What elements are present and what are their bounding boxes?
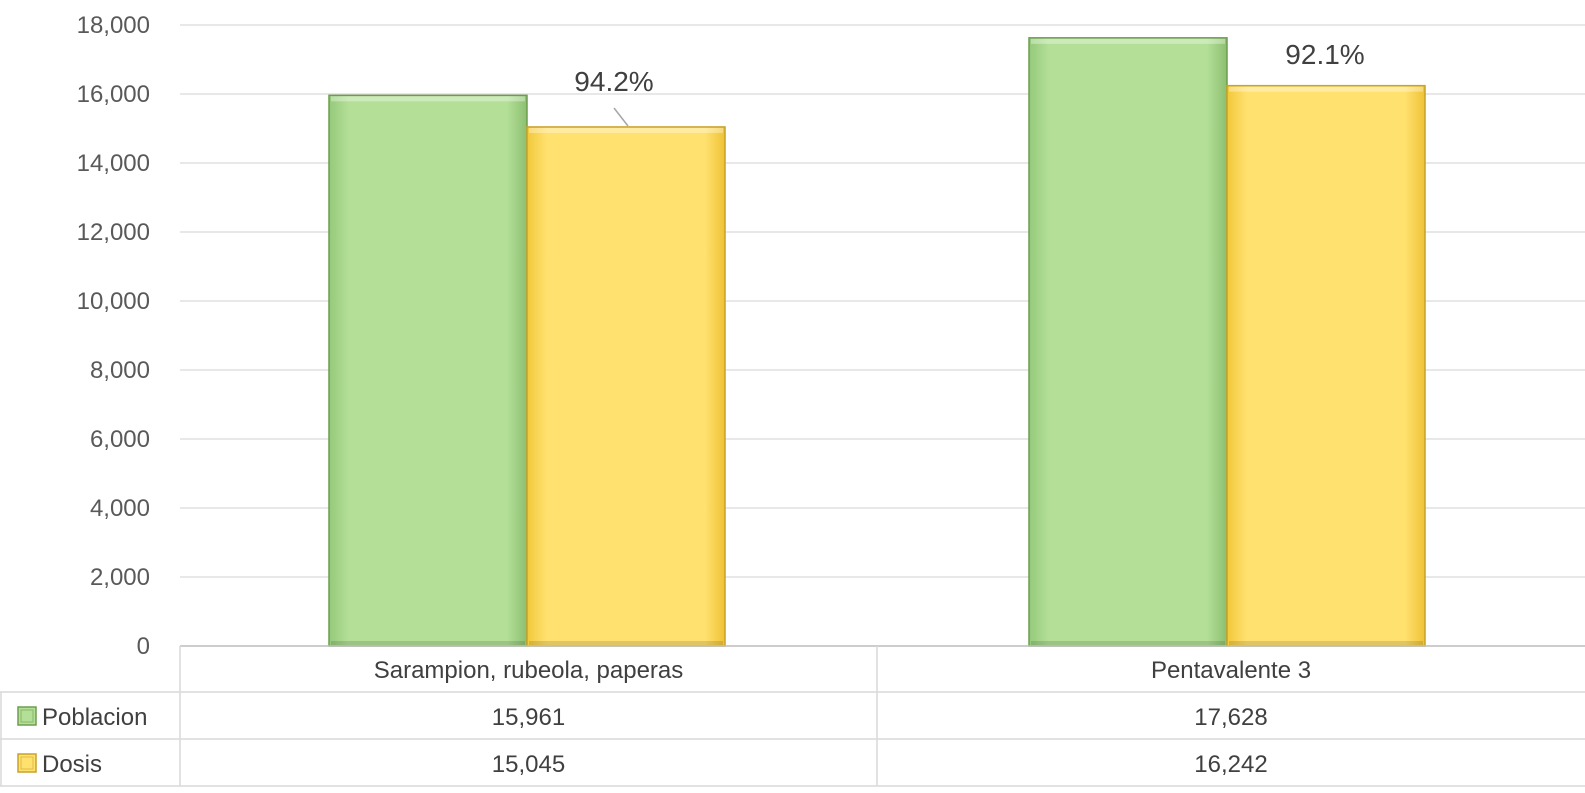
bar-dosis-0 [526, 126, 726, 647]
legend-entry: Dosis [42, 751, 102, 778]
data-label: 15,961 [492, 704, 565, 731]
legend-key-poblacion [17, 706, 37, 726]
y-tick-label: 4,000 [90, 495, 150, 522]
bar-dosis-1 [1226, 84, 1426, 647]
bar-poblacion-0 [328, 94, 528, 647]
bars [328, 37, 1426, 647]
y-tick-label: 16,000 [77, 81, 150, 108]
y-tick-label: 0 [137, 633, 150, 660]
category-label: Sarampion, rubeola, paperas [374, 657, 684, 684]
data-label: 15,045 [492, 751, 565, 778]
y-tick-label: 8,000 [90, 357, 150, 384]
legend-key-dosis [17, 753, 37, 773]
y-tick-label: 18,000 [77, 12, 150, 39]
data-label: 17,628 [1194, 704, 1267, 731]
percent-label: 94.2% [574, 66, 653, 97]
legend-entry: Poblacion [42, 704, 147, 731]
y-tick-label: 14,000 [77, 150, 150, 177]
data-table: Sarampion, rubeola, paperas Pentavalente … [0, 645, 1585, 787]
bar-poblacion-1 [1028, 37, 1228, 647]
y-tick-label: 12,000 [77, 219, 150, 246]
y-axis-ticks: 0 2,000 4,000 6,000 8,000 10,000 12,000 14,000 1… [77, 12, 150, 660]
percent-leader-line [613, 107, 629, 127]
percent-labels: 94.2% 92.1% [574, 39, 1365, 127]
y-tick-label: 10,000 [77, 288, 150, 315]
data-label: 16,242 [1194, 751, 1267, 778]
y-tick-label: 2,000 [90, 564, 150, 591]
percent-label: 92.1% [1285, 39, 1364, 70]
category-label: Pentavalente 3 [1151, 657, 1311, 684]
y-tick-label: 6,000 [90, 426, 150, 453]
